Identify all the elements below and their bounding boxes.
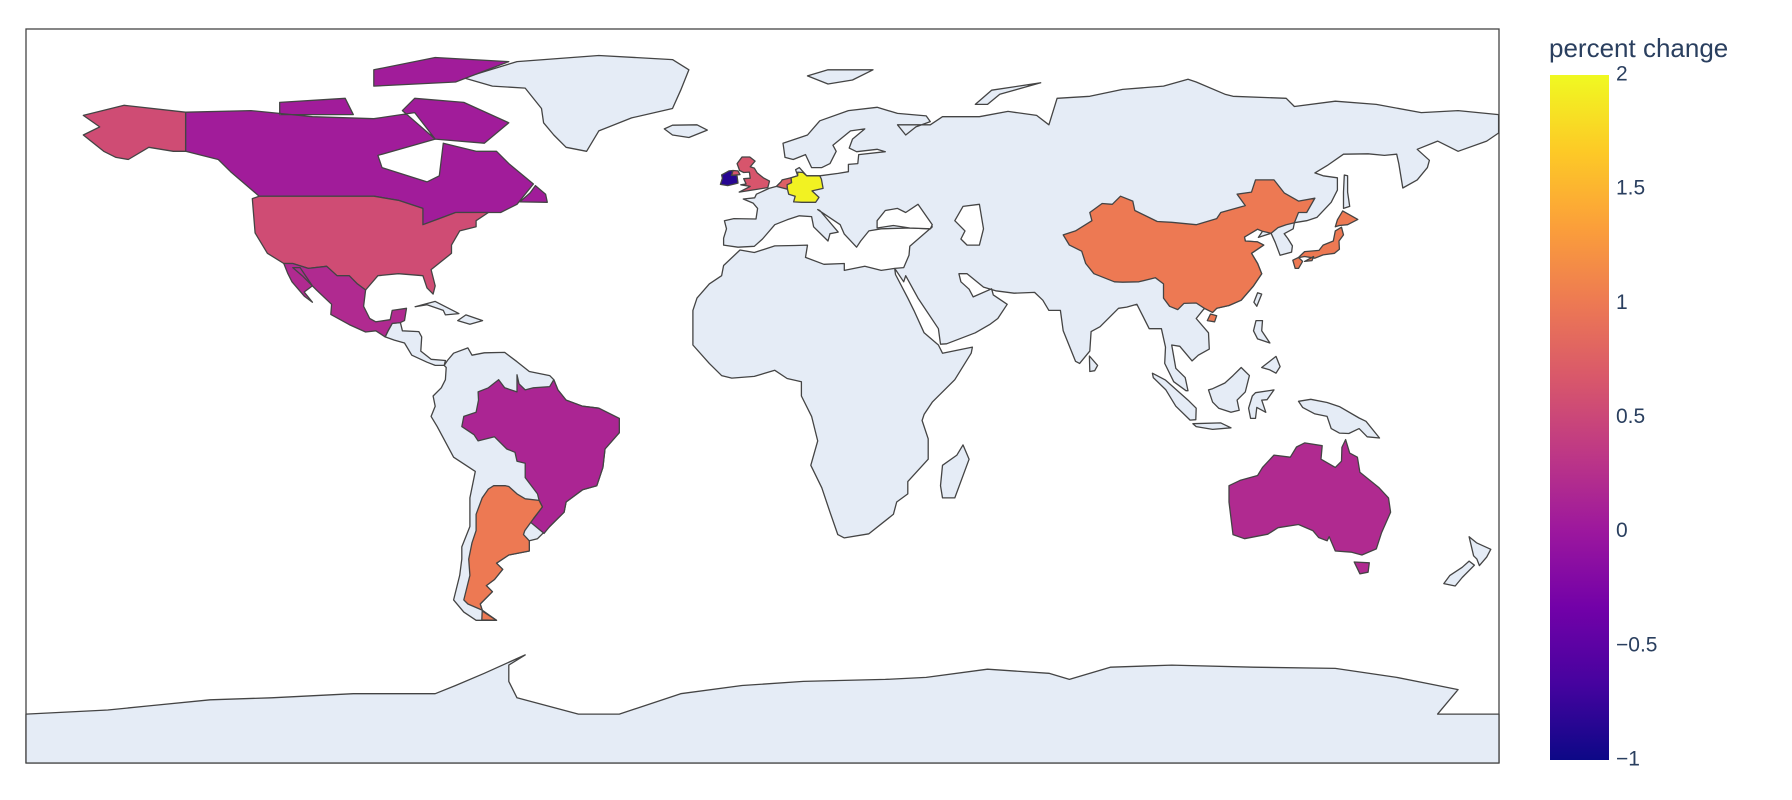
region	[283, 262, 408, 338]
colorbar-tick-label: −1	[1616, 748, 1640, 771]
colorbar-tick-label: 1	[1616, 291, 1628, 314]
region	[463, 485, 544, 621]
inland-water	[876, 203, 985, 246]
map	[25, 54, 1500, 764]
region	[184, 56, 548, 226]
colorbar-title: percent change	[1549, 33, 1728, 63]
colorbar	[1550, 75, 1609, 760]
colorbar-tick-label: −0.5	[1616, 633, 1657, 656]
colorbar-tick-label: 0	[1616, 519, 1628, 542]
region	[1062, 179, 1316, 323]
colorbar-tick-label: 1.5	[1616, 177, 1645, 200]
region	[1228, 438, 1392, 575]
colorbar-tick-label: 0.5	[1616, 405, 1645, 428]
region	[786, 171, 824, 203]
region	[719, 169, 739, 187]
region	[1292, 210, 1359, 270]
colorbar-tick-label: 2	[1616, 63, 1628, 86]
